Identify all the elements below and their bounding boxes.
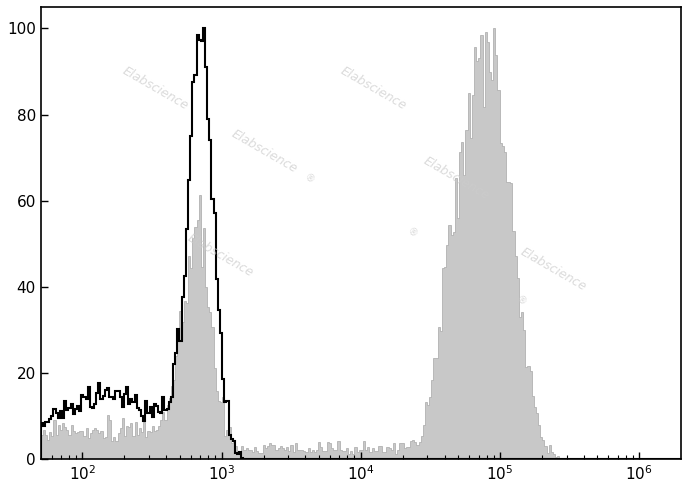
Text: ®: ® [405, 226, 419, 240]
Text: ®: ® [514, 294, 528, 308]
Text: Elabscience: Elabscience [120, 64, 191, 113]
Text: ®: ® [303, 172, 316, 186]
Text: Elabscience: Elabscience [184, 232, 255, 280]
Text: Elabscience: Elabscience [422, 155, 492, 203]
Text: Elabscience: Elabscience [230, 127, 300, 176]
Text: Elabscience: Elabscience [338, 64, 409, 113]
Text: Elabscience: Elabscience [517, 245, 588, 294]
